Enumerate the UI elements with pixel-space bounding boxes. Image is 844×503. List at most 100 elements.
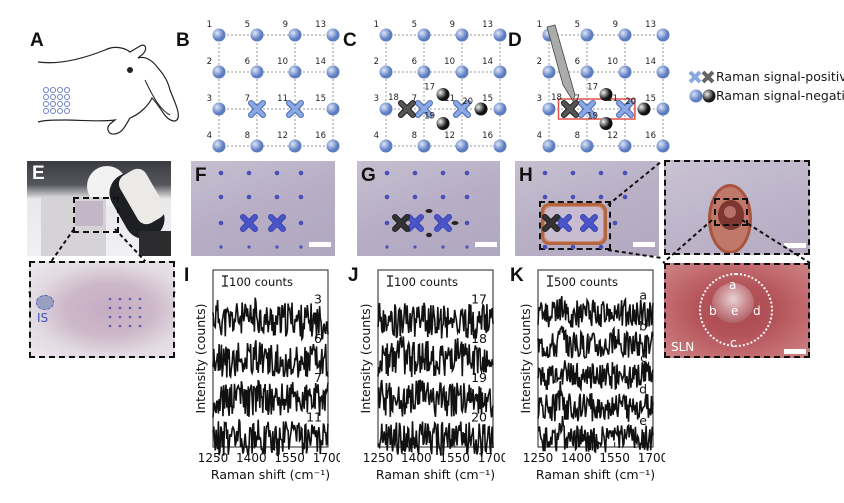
sln-boundary <box>699 273 773 347</box>
spectrum-line-e <box>538 416 654 454</box>
tattoo-dot <box>598 170 604 176</box>
node-label: 7 <box>245 94 250 104</box>
panel-label-i: I <box>184 265 190 286</box>
tattoo-dot <box>247 245 251 249</box>
tattoo-dot <box>622 170 628 176</box>
node-label: 17 <box>424 83 435 93</box>
sln-region-d: d <box>753 304 761 318</box>
node-label: 11 <box>444 94 455 104</box>
node-negative-dark <box>474 102 488 116</box>
sphere-blue-icon <box>689 89 703 103</box>
panel-label-k: K <box>510 265 524 286</box>
tattoo-dot <box>299 245 303 249</box>
panel-label-a: A <box>30 30 44 51</box>
node-label: 20 <box>462 97 473 107</box>
raman-chart-i: 100 counts 1250 1400 1550 1700 Raman shift (c… <box>193 269 340 482</box>
plot-frame <box>377 269 494 448</box>
y-axis-label: Intensity (counts) <box>518 304 533 414</box>
tattoo-dot-dark <box>425 209 433 213</box>
node-label: 13 <box>315 20 326 30</box>
x-tick-label: 1250 <box>363 451 394 465</box>
node-label: 15 <box>645 94 656 104</box>
node-positive-cross <box>453 100 471 118</box>
tattoo-dot <box>440 170 446 176</box>
tattoo-dot-dark <box>426 232 432 238</box>
tattoo-dot <box>412 170 418 176</box>
node-label: 20 <box>625 97 636 107</box>
tattoo-dot <box>384 170 390 176</box>
node-negative-blue <box>288 65 302 79</box>
spectrum-line-7 <box>212 379 329 418</box>
is-label: IS <box>37 311 49 325</box>
sln-region-e: e <box>731 304 739 318</box>
node-label: 14 <box>645 57 656 67</box>
tattoo-dot <box>385 245 389 249</box>
tattoo-dot <box>464 170 470 176</box>
node-positive-cross <box>406 214 424 232</box>
sphere-dark-icon <box>702 89 716 103</box>
spectrum-line-6 <box>212 340 329 380</box>
node-label: 11 <box>277 94 288 104</box>
y-axis-label: Intensity (counts) <box>358 304 373 414</box>
sln-region-a: a <box>729 278 737 292</box>
node-positive-cross <box>268 214 286 232</box>
series-label: 17 <box>471 292 487 307</box>
node-positive-cross <box>578 100 596 118</box>
spectrum-line-18 <box>377 334 494 378</box>
legend-positive-icons <box>688 70 715 84</box>
node-negative-blue <box>379 102 393 116</box>
tattoo-dot <box>440 194 446 200</box>
tattoo-dot <box>384 194 390 200</box>
node-label: 8 <box>245 131 250 141</box>
node-label: 7 <box>412 94 417 104</box>
node-negative-blue <box>656 65 670 79</box>
tattoo-dot <box>542 170 548 176</box>
tattoo-dot <box>246 194 252 200</box>
inset-box-h <box>539 201 611 250</box>
x-tick-label: 1400 <box>236 451 267 465</box>
node-negative-blue <box>493 139 507 153</box>
node-label: 10 <box>277 57 288 67</box>
node-label: 9 <box>283 20 288 30</box>
node-negative-dark <box>599 117 613 130</box>
node-label: 10 <box>607 57 618 67</box>
sln-region-b: b <box>709 304 717 318</box>
node-negative-blue <box>417 65 431 79</box>
tattoo-dot <box>598 244 604 250</box>
node-negative-blue <box>326 28 340 42</box>
node-negative-blue <box>580 139 594 153</box>
tattoo-dot <box>298 194 304 200</box>
node-positive-cross <box>560 100 579 118</box>
photo-g-skin <box>357 161 500 256</box>
node-label: 17 <box>587 83 598 93</box>
sln-region-c: c <box>730 336 737 350</box>
tattoo-dot <box>612 220 618 226</box>
scale-bar <box>633 242 655 247</box>
node-negative-blue <box>326 102 340 116</box>
tattoo-dot <box>298 170 304 176</box>
node-label: 3 <box>374 94 379 104</box>
node-label: 4 <box>537 131 542 141</box>
tattoo-dot <box>218 220 224 226</box>
node-positive-cross <box>392 214 410 232</box>
node-negative-blue <box>417 28 431 42</box>
x-tick-label: 1700 <box>638 451 665 465</box>
node-positive-cross <box>397 100 416 118</box>
node-label: 6 <box>575 57 580 67</box>
node-label: 13 <box>482 20 493 30</box>
node-label: 2 <box>207 57 212 67</box>
photo-e-inset: IS <box>29 261 175 358</box>
node-positive-cross <box>616 100 634 118</box>
series-label: c <box>640 350 647 365</box>
scale-bar <box>475 242 497 247</box>
spectrum-line-11 <box>212 419 329 457</box>
node-negative-blue <box>580 28 594 42</box>
node-label: 14 <box>315 57 326 67</box>
y-axis-label: Intensity (counts) <box>193 304 208 414</box>
tattoo-dot <box>413 245 417 249</box>
rabbit-illustration <box>37 44 179 135</box>
node-positive-cross <box>580 214 598 232</box>
photo-h-incision <box>664 160 810 255</box>
